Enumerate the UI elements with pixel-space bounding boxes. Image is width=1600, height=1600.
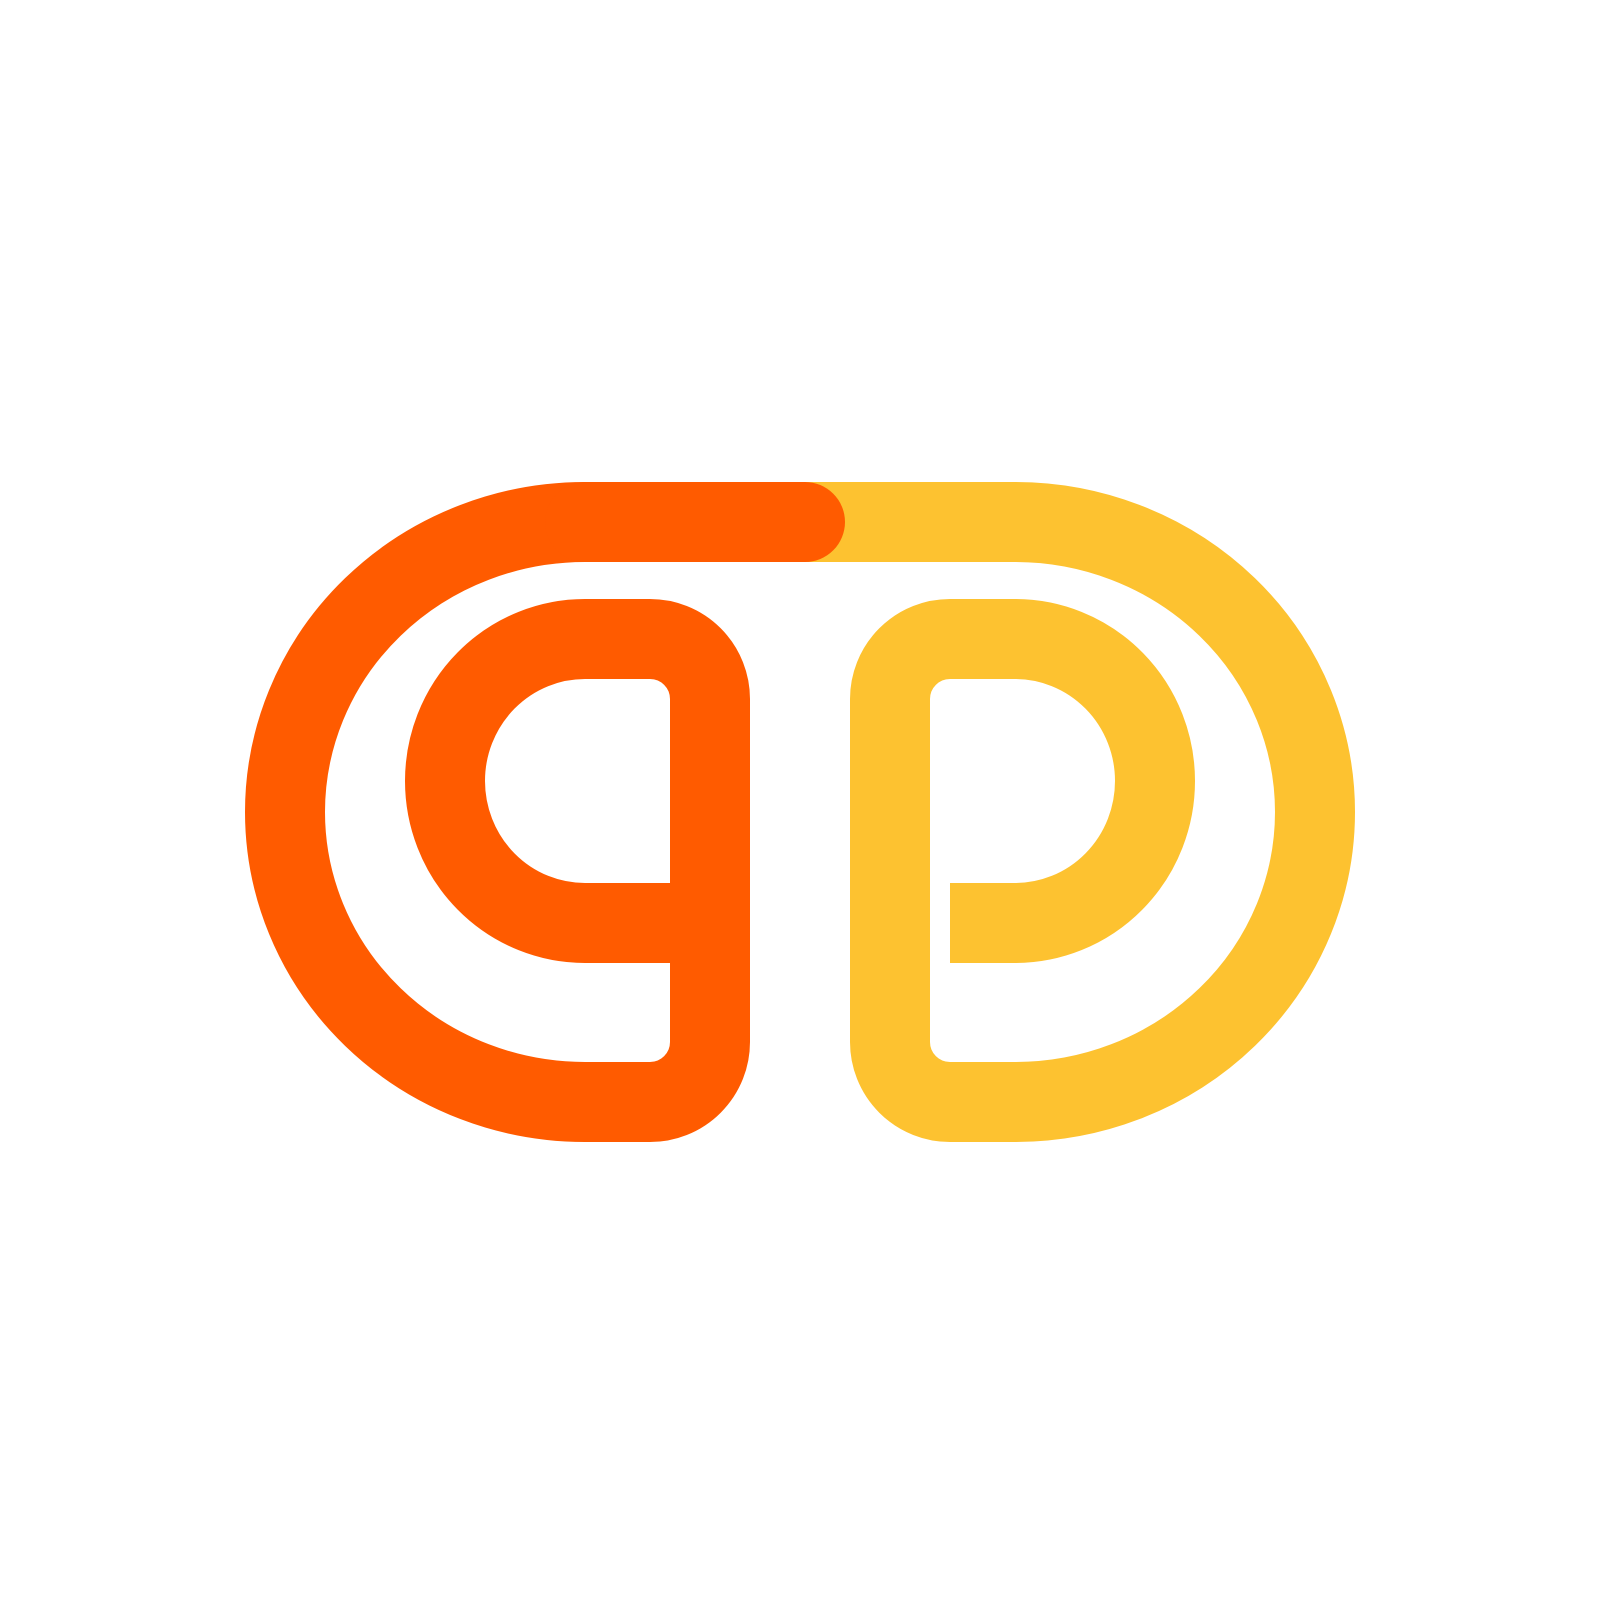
yellow-p-letter — [850, 599, 1195, 1142]
orange-g-letter — [405, 599, 750, 1142]
orange-outer-arc — [245, 482, 650, 1142]
yellow-outer-arc — [805, 482, 1355, 1142]
